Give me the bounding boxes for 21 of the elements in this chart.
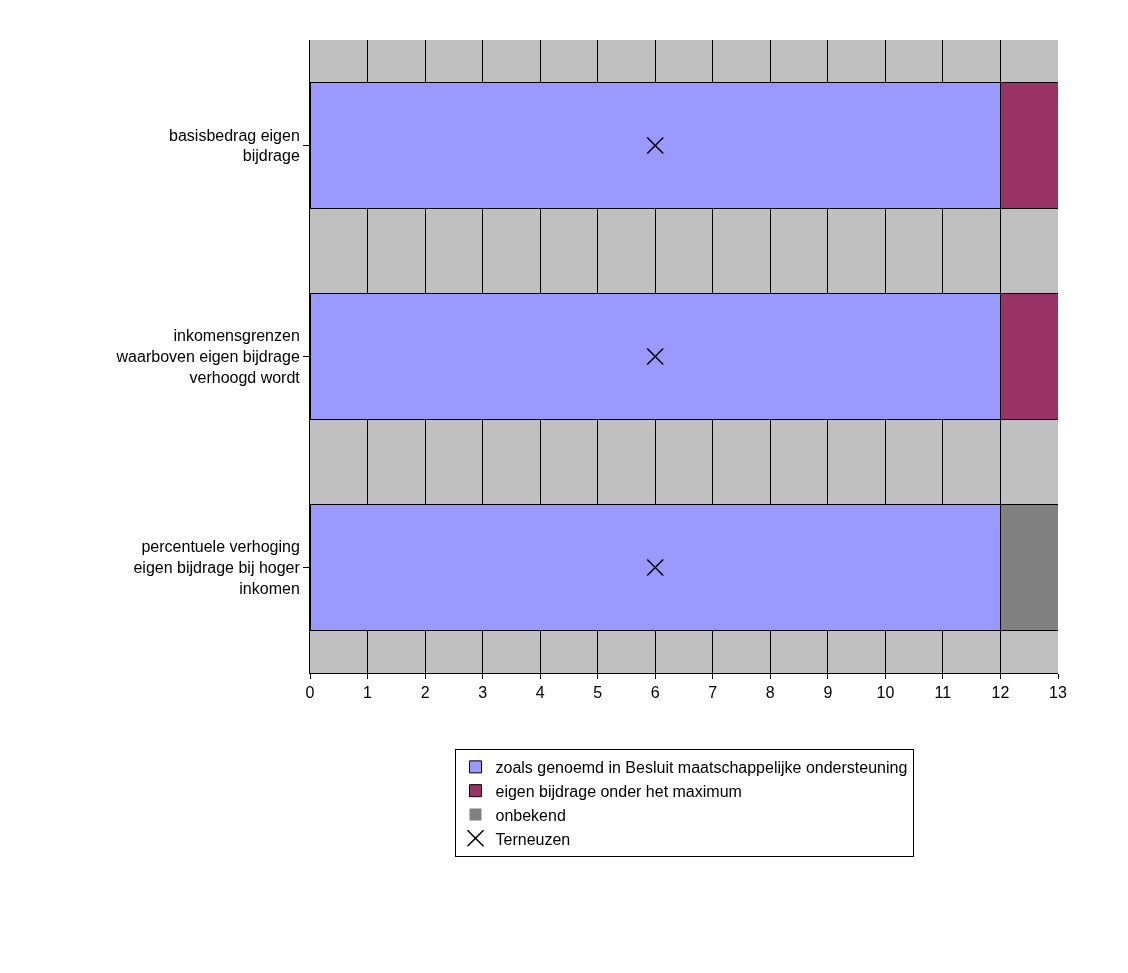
x-tick-label: 0 — [305, 684, 315, 702]
x-tick-label: 1 — [363, 684, 373, 702]
x-tick-label: 3 — [478, 684, 488, 702]
x-tick-label: 8 — [765, 684, 775, 702]
x-tick-label: 6 — [650, 684, 660, 702]
legend-label: Terneuzen — [495, 830, 571, 848]
x-tick-label: 10 — [876, 684, 895, 702]
x-tick-label: 5 — [593, 684, 603, 702]
x-tick-label: 9 — [823, 684, 833, 702]
y-tick-label: basisbedrag eigen bijdrage — [169, 126, 300, 165]
y-tick-label: inkomensgrenzen waarboven eigen bijdrage verhoogd wordt — [115, 327, 301, 386]
x-tick-label: 7 — [708, 684, 718, 702]
x-tick-label: 11 — [934, 684, 952, 702]
legend-label: zoals genoemd in Besluit maatschappelijke ondersteuning — [495, 759, 908, 777]
x-tick-label: 2 — [420, 684, 430, 702]
legend-label: eigen bijdrage onder het maximum — [495, 782, 742, 800]
x-tick-label: 4 — [535, 684, 545, 702]
legend-label: onbekend — [495, 806, 566, 824]
x-tick-label: 12 — [991, 684, 1010, 702]
x-tick-label: 13 — [1049, 684, 1067, 702]
y-tick-label: percentuele verhoging eigen bijdrage bij hoger inkomen — [133, 538, 301, 597]
